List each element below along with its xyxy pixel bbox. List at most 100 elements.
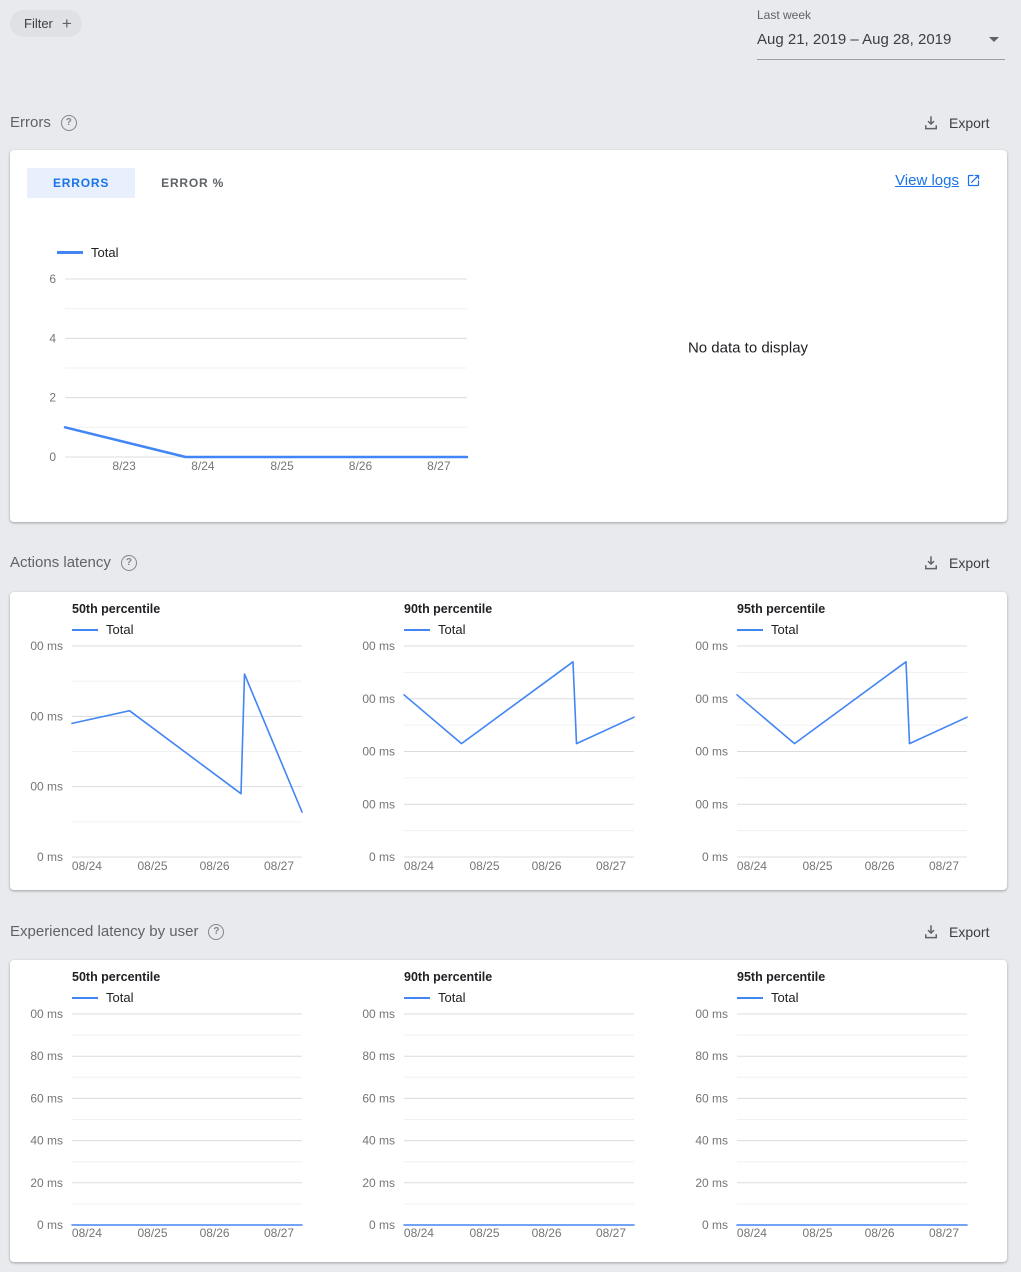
svg-text:0 ms: 0 ms bbox=[369, 850, 395, 864]
export-label: Export bbox=[949, 555, 990, 571]
actions-latency-95th-chart: 95th percentile Total 0 ms 2000 ms 4000 ms… bbox=[695, 602, 1017, 882]
chart-canvas: 0 ms 20 ms 40 ms 60 ms 80 ms 100 ms 08/24 08/25… bbox=[30, 1007, 303, 1240]
chart-title: 50th percentile bbox=[72, 970, 161, 984]
filter-chip[interactable]: Filter + bbox=[10, 10, 82, 37]
svg-text:60 ms: 60 ms bbox=[30, 1091, 63, 1105]
chart-title: 95th percentile bbox=[737, 602, 826, 616]
errors-tabs: ERRORS ERROR % bbox=[27, 168, 250, 198]
svg-text:08/27: 08/27 bbox=[929, 1226, 959, 1240]
experienced-latency-title: Experienced latency by user bbox=[10, 923, 199, 940]
chart-legend: Total bbox=[72, 990, 133, 1005]
actions-latency-section-header: Actions latency ? bbox=[10, 554, 137, 571]
svg-text:2000 ms: 2000 ms bbox=[695, 797, 728, 811]
legend-label: Total bbox=[91, 245, 119, 260]
view-logs-link[interactable]: View logs bbox=[895, 172, 981, 189]
legend-line-icon bbox=[737, 996, 763, 999]
date-range-select[interactable]: Aug 21, 2019 – Aug 28, 2019 bbox=[757, 31, 1005, 60]
external-link-icon bbox=[967, 174, 980, 187]
svg-text:6000 ms: 6000 ms bbox=[362, 692, 395, 706]
svg-text:08/24: 08/24 bbox=[404, 859, 434, 873]
legend-line-icon bbox=[72, 628, 98, 631]
svg-text:80 ms: 80 ms bbox=[362, 1049, 395, 1063]
svg-text:08/24: 08/24 bbox=[72, 1226, 102, 1240]
svg-text:80 ms: 80 ms bbox=[30, 1049, 63, 1063]
experienced-latency-50th-chart: 50th percentile Total 0 ms 20 ms 40 ms 60 m… bbox=[30, 970, 352, 1250]
svg-text:40 ms: 40 ms bbox=[362, 1134, 395, 1148]
svg-text:8/23: 8/23 bbox=[112, 459, 136, 473]
legend-label: Total bbox=[106, 622, 134, 637]
chart-canvas: 0 ms 20 ms 40 ms 60 ms 80 ms 100 ms 08/24 08/25… bbox=[695, 1007, 968, 1240]
svg-text:8/27: 8/27 bbox=[427, 459, 451, 473]
chart-title: 50th percentile bbox=[72, 602, 161, 616]
svg-text:4000 ms: 4000 ms bbox=[362, 745, 395, 759]
svg-text:1500 ms: 1500 ms bbox=[30, 639, 63, 653]
export-label: Export bbox=[949, 115, 990, 131]
svg-text:40 ms: 40 ms bbox=[30, 1134, 63, 1148]
chart-canvas: 0 ms 500 ms 1000 ms 1500 ms 08/24 08/25 08/26 0… bbox=[30, 639, 303, 873]
svg-text:08/25: 08/25 bbox=[137, 1226, 167, 1240]
view-logs-label: View logs bbox=[895, 172, 959, 189]
svg-text:40 ms: 40 ms bbox=[695, 1134, 728, 1148]
actions-latency-90th-chart: 90th percentile Total 0 ms 2000 ms 4000 ms… bbox=[362, 602, 684, 882]
tab-error-percent[interactable]: ERROR % bbox=[161, 176, 225, 190]
svg-text:8/26: 8/26 bbox=[349, 459, 373, 473]
help-icon[interactable]: ? bbox=[60, 114, 77, 131]
svg-text:08/24: 08/24 bbox=[737, 1226, 767, 1240]
actions-latency-export-button[interactable]: Export bbox=[922, 554, 989, 572]
svg-text:6: 6 bbox=[49, 272, 56, 286]
svg-text:08/25: 08/25 bbox=[469, 859, 499, 873]
svg-text:8/25: 8/25 bbox=[270, 459, 294, 473]
svg-text:20 ms: 20 ms bbox=[695, 1176, 728, 1190]
no-data-message: No data to display bbox=[687, 339, 809, 357]
errors-section-title: Errors bbox=[10, 114, 51, 131]
svg-text:08/26: 08/26 bbox=[200, 859, 230, 873]
svg-text:2: 2 bbox=[49, 391, 56, 405]
svg-text:08/27: 08/27 bbox=[596, 859, 626, 873]
export-label: Export bbox=[949, 924, 990, 940]
svg-text:500 ms: 500 ms bbox=[30, 780, 63, 794]
legend-label: Total bbox=[771, 622, 799, 637]
svg-text:0 ms: 0 ms bbox=[369, 1218, 395, 1232]
experienced-latency-section-header: Experienced latency by user ? bbox=[10, 923, 225, 940]
chart-legend: Total bbox=[72, 622, 133, 637]
chart-title: 90th percentile bbox=[404, 602, 493, 616]
chart-canvas: 0 ms 2000 ms 4000 ms 6000 ms 8000 ms 08/24 08/… bbox=[695, 639, 968, 873]
svg-text:08/24: 08/24 bbox=[72, 859, 102, 873]
svg-text:0: 0 bbox=[49, 450, 56, 464]
svg-text:20 ms: 20 ms bbox=[30, 1176, 63, 1190]
svg-text:0 ms: 0 ms bbox=[702, 850, 728, 864]
date-range-label: Last week bbox=[757, 8, 812, 22]
svg-text:100 ms: 100 ms bbox=[362, 1007, 395, 1021]
chart-legend: Total bbox=[404, 990, 465, 1005]
help-icon[interactable]: ? bbox=[120, 554, 137, 571]
svg-text:08/25: 08/25 bbox=[802, 1226, 832, 1240]
download-icon bbox=[925, 925, 937, 939]
svg-text:20 ms: 20 ms bbox=[362, 1176, 395, 1190]
chart-legend: Total bbox=[737, 990, 798, 1005]
svg-text:8/24: 8/24 bbox=[191, 459, 215, 473]
svg-text:08/25: 08/25 bbox=[802, 859, 832, 873]
svg-text:08/26: 08/26 bbox=[532, 859, 562, 873]
svg-text:6000 ms: 6000 ms bbox=[695, 692, 728, 706]
svg-text:08/26: 08/26 bbox=[200, 1226, 230, 1240]
legend-label: Total bbox=[106, 990, 134, 1005]
svg-text:0 ms: 0 ms bbox=[37, 1218, 63, 1232]
svg-text:08/26: 08/26 bbox=[865, 859, 895, 873]
download-icon bbox=[925, 116, 937, 130]
legend-label: Total bbox=[438, 622, 466, 637]
svg-text:60 ms: 60 ms bbox=[362, 1091, 395, 1105]
experienced-latency-export-button[interactable]: Export bbox=[922, 923, 989, 941]
svg-text:8000 ms: 8000 ms bbox=[362, 639, 395, 653]
errors-export-button[interactable]: Export bbox=[922, 114, 989, 132]
arrow-drop-down-icon bbox=[989, 37, 999, 42]
help-icon[interactable]: ? bbox=[208, 923, 225, 940]
svg-text:08/26: 08/26 bbox=[865, 1226, 895, 1240]
chart-canvas: 0 ms 20 ms 40 ms 60 ms 80 ms 100 ms 08/24 08/25… bbox=[362, 1007, 635, 1240]
svg-text:08/27: 08/27 bbox=[264, 1226, 294, 1240]
svg-text:60 ms: 60 ms bbox=[695, 1091, 728, 1105]
legend-line-icon bbox=[72, 996, 98, 999]
svg-text:0 ms: 0 ms bbox=[37, 850, 63, 864]
svg-text:2000 ms: 2000 ms bbox=[362, 797, 395, 811]
svg-text:08/24: 08/24 bbox=[404, 1226, 434, 1240]
tab-errors[interactable]: ERRORS bbox=[27, 168, 136, 198]
